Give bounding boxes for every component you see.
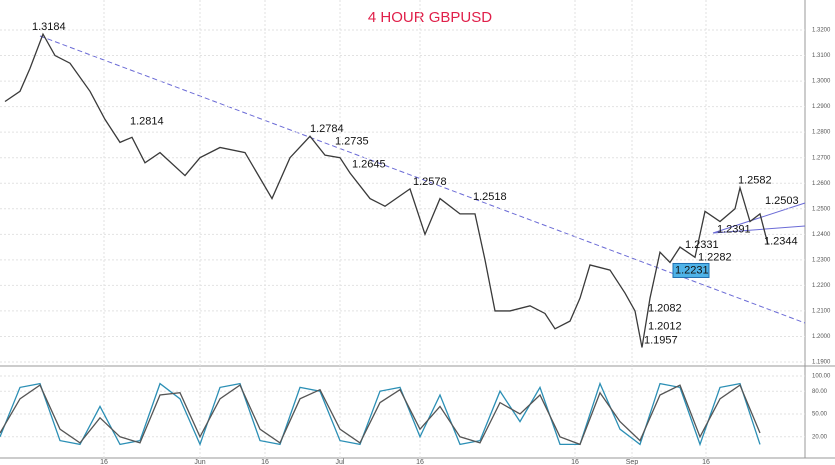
y-tick-label: 1.2600 xyxy=(812,181,831,187)
price-label: 1.2518 xyxy=(473,191,507,203)
y-tick-label: 1.1900 xyxy=(812,360,831,366)
price-label: 1.2012 xyxy=(648,320,682,332)
price-label: 1.2784 xyxy=(310,123,344,135)
y-tick-label: 1.2000 xyxy=(812,334,831,340)
chart-title: 4 HOUR GBPUSD xyxy=(368,9,492,26)
y-tick-label: 1.2400 xyxy=(812,232,831,238)
y-tick-label: 1.2800 xyxy=(812,130,831,136)
price-label: 1.2735 xyxy=(335,136,369,148)
price-label: 1.2645 xyxy=(352,159,386,171)
x-tick-label: 16 xyxy=(416,459,424,465)
channel-line xyxy=(712,202,806,234)
y-tick-label: 100.00 xyxy=(812,374,831,380)
price-label: 1.2344 xyxy=(764,236,798,248)
y-tick-label: 1.3200 xyxy=(812,28,831,34)
price-label: 1.2503 xyxy=(765,195,799,207)
price-label: 1.2582 xyxy=(738,175,772,187)
price-label: 1.2282 xyxy=(698,251,732,263)
price-label: 1.2578 xyxy=(413,176,447,188)
price-label: 1.2082 xyxy=(648,302,682,314)
price-line xyxy=(4,32,769,348)
price-line xyxy=(0,384,761,446)
price-label: 1.2814 xyxy=(130,115,164,127)
y-tick-label: 1.2500 xyxy=(812,206,831,212)
price-label: 1.2231 xyxy=(675,264,709,276)
y-tick-label: 1.2300 xyxy=(812,257,831,263)
x-tick-label: 16 xyxy=(571,459,579,465)
y-tick-label: 1.3100 xyxy=(812,53,831,59)
y-tick-label: 1.2200 xyxy=(812,283,831,289)
price-label: 1.2331 xyxy=(685,239,719,251)
price-label: 1.2391 xyxy=(717,224,751,236)
y-tick-label: 1.2100 xyxy=(812,309,831,315)
y-tick-label: 1.2900 xyxy=(812,104,831,110)
x-tick-label: 16 xyxy=(100,459,108,465)
channel-line xyxy=(712,225,806,234)
x-tick-label: Sep xyxy=(626,459,639,465)
y-tick-label: 80.00 xyxy=(812,389,828,395)
x-tick-label: 16 xyxy=(261,459,269,465)
price-label: 1.3184 xyxy=(32,21,66,33)
price-line xyxy=(0,381,761,447)
x-tick-label: Jul xyxy=(336,459,345,465)
y-tick-label: 50.00 xyxy=(812,412,828,418)
y-tick-label: 1.2700 xyxy=(812,155,831,161)
x-tick-label: Jun xyxy=(194,459,205,465)
y-tick-label: 20.00 xyxy=(812,434,828,440)
price-box xyxy=(672,262,710,278)
price-label: 1.1957 xyxy=(644,334,678,346)
x-tick-label: 16 xyxy=(702,459,710,465)
y-tick-label: 1.3000 xyxy=(812,79,831,85)
